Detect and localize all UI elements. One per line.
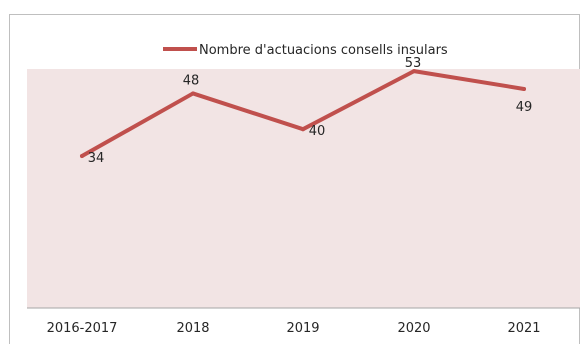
legend: Nombre d'actuacions consells insulars (163, 43, 448, 58)
data-point (80, 154, 84, 159)
data-label: 53 (405, 56, 422, 71)
data-label: 34 (88, 151, 105, 166)
x-tick-label: 2019 (286, 321, 319, 336)
legend-label: Nombre d'actuacions consells insulars (199, 43, 448, 58)
x-tick-label: 2021 (507, 321, 540, 336)
data-point (412, 69, 416, 74)
data-label: 40 (309, 124, 326, 139)
x-tick-label: 2016-2017 (47, 321, 118, 336)
x-tick-label: 2018 (176, 321, 209, 336)
x-tick-label: 2020 (397, 321, 430, 336)
plot-area (27, 69, 580, 308)
data-point (301, 127, 305, 132)
data-label: 49 (516, 100, 533, 115)
data-point (522, 86, 526, 91)
data-point (191, 91, 195, 96)
data-label: 48 (183, 73, 200, 88)
